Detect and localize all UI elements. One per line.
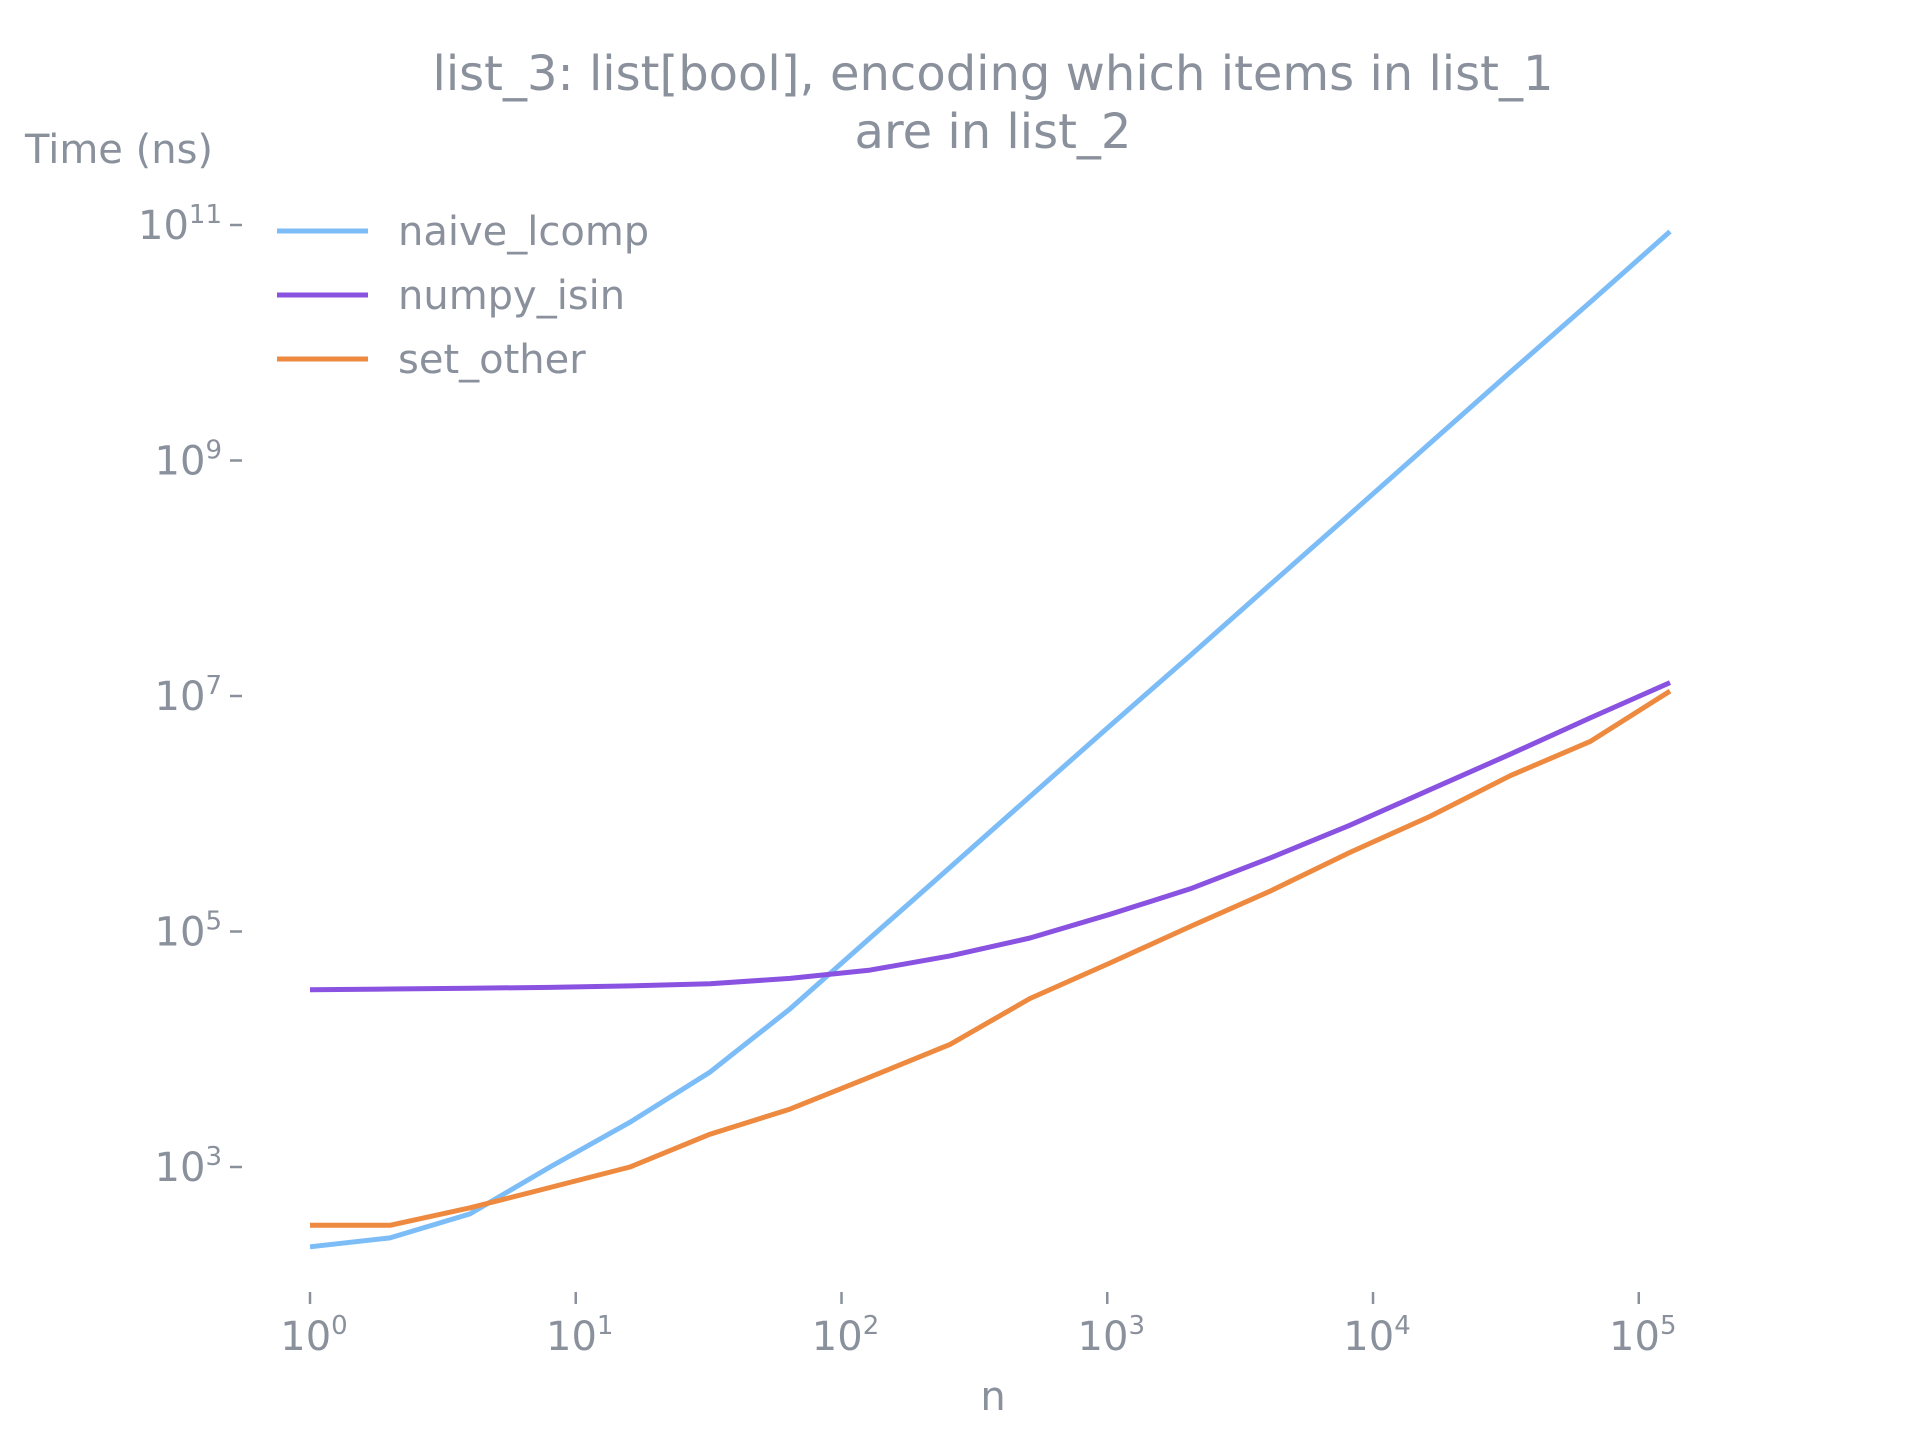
y-tick-label-exponent: 5 xyxy=(205,907,222,937)
series-line-naive-lcomp xyxy=(309,229,1672,1250)
x-tick-label: 105 xyxy=(1609,1311,1676,1360)
y-tick-label-base: 10 xyxy=(155,439,206,485)
x-tick-label-exponent: 1 xyxy=(597,1311,614,1341)
x-tick-label-base: 10 xyxy=(1609,1314,1660,1360)
x-tick-label: 101 xyxy=(546,1311,613,1360)
y-tick-label-base: 10 xyxy=(155,674,206,720)
legend: naive_lcomp numpy_isin set_other xyxy=(277,209,649,383)
x-axis-label: n xyxy=(980,1374,1005,1420)
legend-item-naive-lcomp: naive_lcomp xyxy=(277,209,649,255)
x-tick-label: 100 xyxy=(280,1311,347,1360)
y-tick-label-exponent: 3 xyxy=(205,1142,222,1172)
x-tick-label-base: 10 xyxy=(812,1314,863,1360)
x-tick-label: 104 xyxy=(1343,1311,1410,1360)
y-tick-label: 109 xyxy=(155,436,222,485)
legend-label: numpy_isin xyxy=(398,273,625,319)
chart-title-line-1: list_3: list[bool], encoding which items… xyxy=(433,46,1554,102)
x-tick-label-base: 10 xyxy=(1078,1314,1129,1360)
x-tick-label: 102 xyxy=(812,1311,879,1360)
y-tick-label-exponent: 11 xyxy=(189,200,222,230)
y-tick-label: 1011 xyxy=(138,200,222,249)
x-tick-label-exponent: 0 xyxy=(331,1311,348,1341)
x-tick-label: 103 xyxy=(1078,1311,1145,1360)
x-tick-label-base: 10 xyxy=(1343,1314,1394,1360)
y-tick-label: 107 xyxy=(155,671,222,720)
chart-title-line-2: are in list_2 xyxy=(855,104,1132,160)
series-line-set-other xyxy=(310,688,1672,1228)
x-tick-label-exponent: 3 xyxy=(1128,1311,1145,1341)
x-tick-label-base: 10 xyxy=(280,1314,331,1360)
y-tick-label: 105 xyxy=(155,907,222,956)
legend-label: naive_lcomp xyxy=(398,209,649,255)
x-axis: 100 101 102 103 104 105 xyxy=(280,1292,1676,1360)
series-line-numpy-isin xyxy=(309,680,1672,993)
x-tick-label-exponent: 2 xyxy=(863,1311,880,1341)
x-tick-label-exponent: 4 xyxy=(1394,1311,1411,1341)
y-axis-label: Time (ns) xyxy=(24,127,213,173)
x-tick-label-exponent: 5 xyxy=(1660,1311,1677,1341)
y-tick-label-base: 10 xyxy=(155,1145,206,1191)
plot-area xyxy=(309,229,1672,1250)
legend-item-set-other: set_other xyxy=(277,337,586,383)
y-tick-label-exponent: 9 xyxy=(205,436,222,466)
legend-item-numpy-isin: numpy_isin xyxy=(277,273,625,319)
y-tick-label-exponent: 7 xyxy=(205,671,222,701)
y-tick-label-base: 10 xyxy=(138,203,189,249)
x-tick-label-base: 10 xyxy=(546,1314,597,1360)
legend-label: set_other xyxy=(398,337,586,383)
y-tick-label-base: 10 xyxy=(155,910,206,956)
y-tick-label: 103 xyxy=(155,1142,222,1191)
